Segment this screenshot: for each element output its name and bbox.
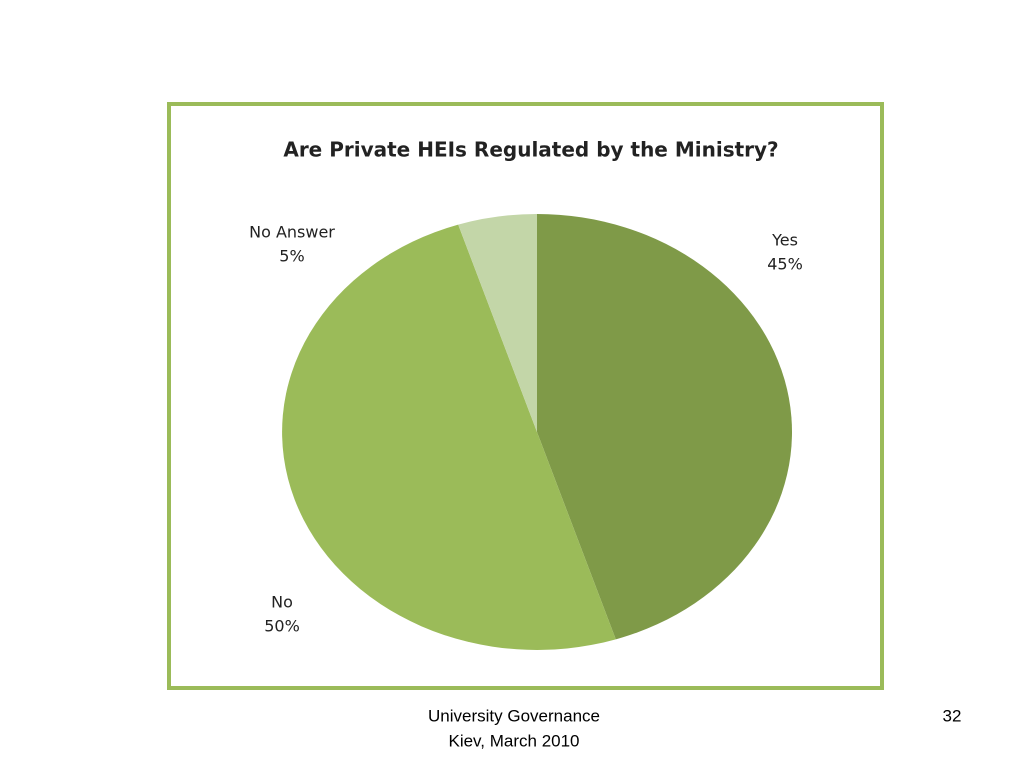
slice-label: No Answer — [249, 223, 335, 242]
pie-slice — [458, 214, 537, 432]
footer-line: University Governance — [428, 706, 600, 725]
footer-line: Kiev, March 2010 — [448, 731, 579, 750]
pie-slice — [537, 214, 792, 640]
chart-title: Are Private HEIs Regulated by the Minist… — [283, 138, 778, 162]
pie-slice — [282, 224, 616, 650]
slice-value-label: 45% — [767, 255, 803, 274]
slice-value-label: 5% — [279, 247, 304, 266]
slice-value-label: 50% — [264, 617, 300, 636]
slice-label: No — [271, 593, 293, 612]
page-number: 32 — [943, 706, 962, 725]
slice-label: Yes — [771, 231, 798, 250]
